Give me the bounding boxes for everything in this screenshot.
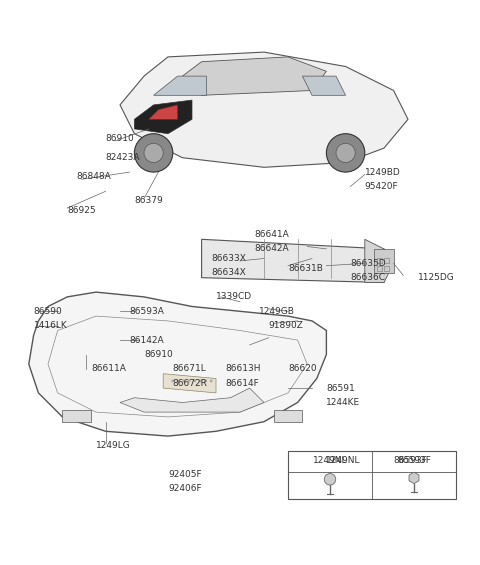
- Bar: [377, 266, 382, 271]
- Bar: [384, 259, 389, 263]
- Circle shape: [199, 380, 202, 383]
- Text: 86848A: 86848A: [77, 172, 111, 181]
- Text: 86672R: 86672R: [173, 379, 208, 388]
- Circle shape: [171, 380, 174, 383]
- Text: 86633X: 86633X: [211, 254, 246, 263]
- Circle shape: [336, 144, 355, 163]
- Text: 86635D: 86635D: [350, 259, 386, 268]
- Text: 1244KE: 1244KE: [326, 398, 360, 407]
- Polygon shape: [154, 76, 206, 95]
- Bar: [384, 266, 389, 271]
- Text: 1249NL: 1249NL: [326, 455, 361, 464]
- Text: 1249BD: 1249BD: [365, 168, 400, 177]
- Text: 92405F: 92405F: [168, 470, 202, 479]
- Text: 86642A: 86642A: [254, 245, 289, 253]
- Text: 86641A: 86641A: [254, 230, 289, 239]
- Text: 1249LG: 1249LG: [96, 441, 131, 450]
- Text: 86631B: 86631B: [288, 264, 323, 272]
- Circle shape: [326, 134, 365, 172]
- Text: 86910: 86910: [144, 350, 173, 359]
- Text: 1249GB: 1249GB: [259, 307, 295, 316]
- Polygon shape: [134, 100, 192, 134]
- Text: 91890Z: 91890Z: [269, 321, 304, 330]
- Text: 86925: 86925: [67, 206, 96, 215]
- Circle shape: [324, 473, 336, 485]
- Text: 86379: 86379: [134, 197, 163, 206]
- Text: 86591: 86591: [326, 384, 355, 393]
- Polygon shape: [120, 388, 264, 412]
- Text: 82423A: 82423A: [106, 153, 140, 162]
- Text: 1249NL: 1249NL: [313, 455, 347, 464]
- Text: 86611A: 86611A: [91, 364, 126, 373]
- Text: 86614F: 86614F: [226, 379, 259, 388]
- Circle shape: [182, 380, 185, 383]
- Text: 1416LK: 1416LK: [34, 321, 67, 330]
- Text: 86620: 86620: [288, 364, 317, 373]
- Circle shape: [144, 144, 163, 163]
- Polygon shape: [29, 292, 326, 436]
- Circle shape: [188, 380, 191, 383]
- Bar: [62, 410, 91, 421]
- Text: 86910: 86910: [106, 134, 134, 143]
- Text: 86634X: 86634X: [211, 268, 246, 277]
- Polygon shape: [120, 52, 408, 167]
- Polygon shape: [302, 76, 346, 95]
- Text: 92406F: 92406F: [168, 484, 202, 493]
- Bar: [377, 259, 382, 263]
- Polygon shape: [409, 472, 419, 484]
- Circle shape: [204, 380, 207, 383]
- Text: 86593F: 86593F: [394, 455, 428, 464]
- Text: 86613H: 86613H: [226, 364, 261, 373]
- Text: 86636C: 86636C: [350, 273, 385, 282]
- Circle shape: [193, 380, 196, 383]
- Text: 1339CD: 1339CD: [216, 293, 252, 301]
- Text: 86593A: 86593A: [130, 307, 165, 316]
- Text: 95420F: 95420F: [365, 182, 398, 191]
- Polygon shape: [182, 57, 326, 95]
- Bar: [274, 410, 302, 421]
- Circle shape: [210, 380, 213, 383]
- Bar: [288, 450, 456, 498]
- Text: 86671L: 86671L: [173, 364, 206, 373]
- Bar: [374, 249, 394, 273]
- Text: 86142A: 86142A: [130, 336, 164, 345]
- Circle shape: [134, 134, 173, 172]
- Polygon shape: [163, 373, 216, 393]
- Text: 86590: 86590: [34, 307, 62, 316]
- Polygon shape: [365, 240, 394, 282]
- Circle shape: [177, 380, 180, 383]
- Polygon shape: [202, 240, 384, 282]
- Text: 1125DG: 1125DG: [418, 273, 455, 282]
- Text: 86593F: 86593F: [397, 455, 431, 464]
- Polygon shape: [149, 105, 178, 119]
